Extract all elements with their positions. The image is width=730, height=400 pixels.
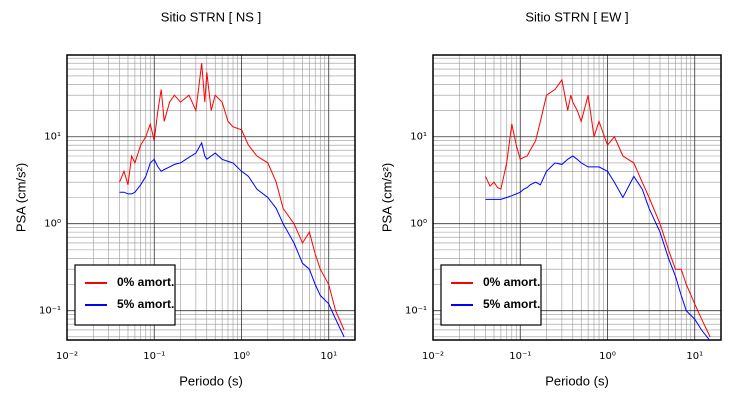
series-line	[485, 155, 711, 342]
series-line	[485, 78, 711, 338]
legend-label: 0% amort.	[483, 275, 540, 289]
y-tick-label: 10⁻¹	[39, 306, 61, 317]
x-tick-label: 10⁰	[233, 351, 250, 362]
plot-frame	[66, 54, 356, 341]
y-tick-label: 10¹	[410, 132, 427, 143]
chart-title: Sitio STRN [ EW ]	[525, 9, 628, 24]
y-tick-label: 10⁻¹	[405, 306, 427, 317]
plot-frame	[432, 54, 722, 341]
y-tick-label: 10¹	[44, 132, 61, 143]
chart-title: Sitio STRN [ NS ]	[161, 9, 261, 24]
x-tick-label: 10⁻²	[422, 351, 444, 362]
x-tick-label: 10⁰	[599, 351, 616, 362]
y-axis-label: PSA (cm/s²)	[13, 163, 28, 232]
x-tick-label: 10⁻¹	[143, 351, 165, 362]
x-tick-label: 10⁻¹	[509, 351, 531, 362]
x-tick-label: 10⁻²	[56, 351, 78, 362]
y-axis-label: PSA (cm/s²)	[379, 163, 394, 232]
legend-label: 0% amort.	[117, 275, 174, 289]
x-tick-label: 10¹	[320, 351, 337, 362]
series-line	[119, 141, 345, 338]
legend-box	[440, 264, 542, 326]
legend-label: 5% amort.	[483, 297, 540, 311]
legend-box	[74, 264, 176, 326]
series-line	[119, 63, 345, 331]
y-tick-label: 10⁰	[410, 219, 427, 230]
y-tick-label: 10⁰	[44, 219, 61, 230]
legend-label: 5% amort.	[117, 297, 174, 311]
x-tick-label: 10¹	[686, 351, 703, 362]
x-axis-label: Periodo (s)	[179, 373, 243, 388]
x-axis-label: Periodo (s)	[545, 373, 609, 388]
